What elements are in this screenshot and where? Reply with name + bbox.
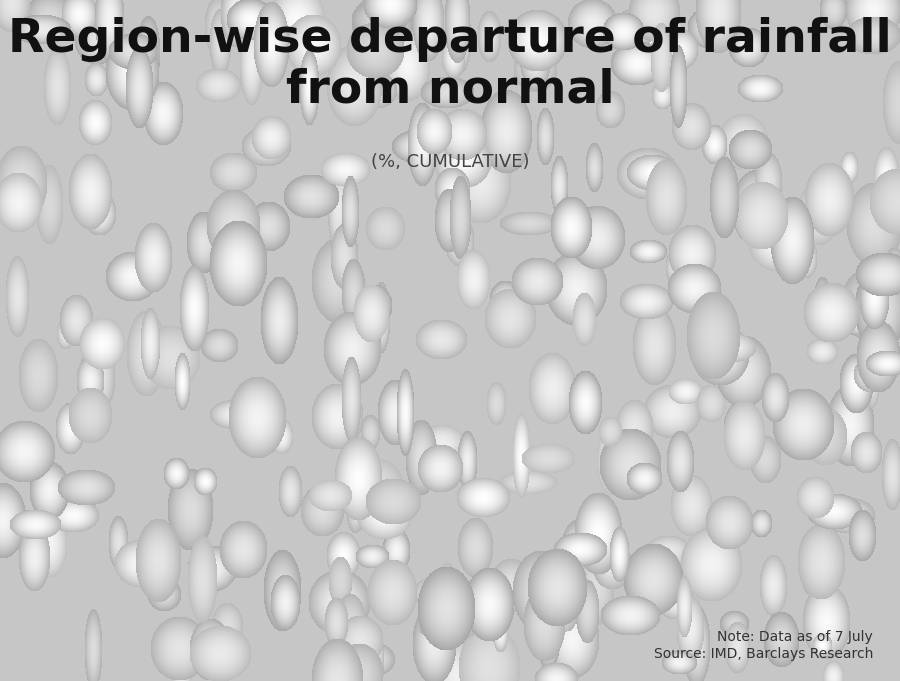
Text: Normal: Normal: [356, 166, 429, 184]
Text: Region-wise departure of rainfall
from normal: Region-wise departure of rainfall from n…: [8, 17, 892, 112]
Text: Central: Central: [50, 353, 119, 372]
Text: East and North East  0: East and North East 0: [360, 552, 569, 569]
Text: South Peninsula: South Peninsula: [792, 434, 900, 453]
Bar: [351, 292, 711, 343]
Bar: [351, 454, 783, 505]
Text: 2: 2: [362, 220, 385, 253]
Text: 12: 12: [362, 463, 408, 496]
Text: Northwest: Northwest: [720, 272, 818, 291]
Text: All India: All India: [432, 192, 508, 210]
Bar: [135, 373, 351, 424]
Text: 10: 10: [362, 301, 409, 334]
Text: -6: -6: [146, 382, 183, 415]
Text: (%, CUMULATIVE): (%, CUMULATIVE): [371, 153, 529, 171]
Text: Note: Data as of 7 July
Source: IMD, Barclays Research: Note: Data as of 7 July Source: IMD, Bar…: [653, 631, 873, 661]
Bar: [351, 211, 423, 262]
